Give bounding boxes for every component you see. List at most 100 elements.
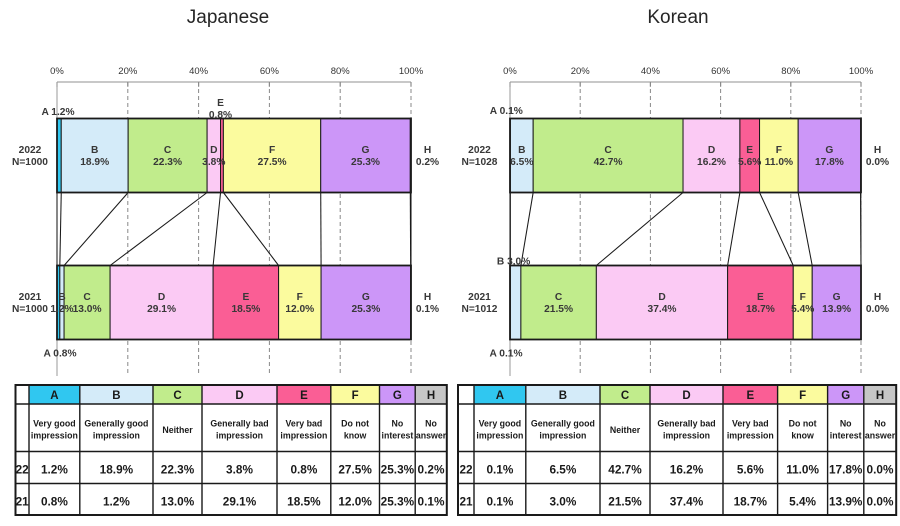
svg-text:22.3%: 22.3% xyxy=(161,463,195,477)
svg-text:B 3.0%: B 3.0% xyxy=(497,257,530,268)
svg-text:H: H xyxy=(874,145,881,156)
svg-text:E: E xyxy=(746,390,754,402)
svg-text:H: H xyxy=(874,292,881,303)
svg-text:impression: impression xyxy=(727,431,774,441)
svg-text:42.7%: 42.7% xyxy=(594,157,623,168)
svg-text:B: B xyxy=(58,292,65,303)
svg-text:Very bad: Very bad xyxy=(732,419,769,429)
svg-text:29.1%: 29.1% xyxy=(223,495,257,509)
svg-text:13.0%: 13.0% xyxy=(161,495,195,509)
svg-text:F: F xyxy=(800,292,806,303)
svg-text:0.8%: 0.8% xyxy=(41,495,68,509)
svg-text:0%: 0% xyxy=(50,66,64,77)
svg-text:N=1012: N=1012 xyxy=(462,304,498,315)
svg-text:F: F xyxy=(297,292,303,303)
svg-text:impression: impression xyxy=(663,431,710,441)
svg-text:100%: 100% xyxy=(399,66,424,77)
svg-text:Generally bad: Generally bad xyxy=(657,419,715,429)
svg-text:0.1%: 0.1% xyxy=(418,495,445,509)
svg-text:Very bad: Very bad xyxy=(286,419,323,429)
svg-text:0.8%: 0.8% xyxy=(209,110,232,121)
svg-text:5.4%: 5.4% xyxy=(789,495,816,509)
svg-text:18.5%: 18.5% xyxy=(231,304,260,315)
svg-text:impression: impression xyxy=(280,431,327,441)
svg-text:D: D xyxy=(210,145,217,156)
svg-text:2021: 2021 xyxy=(468,292,491,303)
svg-text:1.2%: 1.2% xyxy=(50,304,73,315)
svg-text:A 0.8%: A 0.8% xyxy=(43,349,76,360)
svg-text:0.2%: 0.2% xyxy=(416,157,439,168)
svg-text:N=1028: N=1028 xyxy=(462,157,498,168)
svg-text:37.4%: 37.4% xyxy=(648,304,677,315)
svg-text:C: C xyxy=(83,292,91,303)
svg-text:Generally good: Generally good xyxy=(84,419,148,429)
svg-text:20%: 20% xyxy=(118,66,138,77)
svg-text:40%: 40% xyxy=(641,66,661,77)
svg-text:40%: 40% xyxy=(189,66,209,77)
svg-text:G: G xyxy=(825,145,833,156)
svg-text:5.4%: 5.4% xyxy=(791,304,814,315)
svg-text:C: C xyxy=(621,390,629,402)
svg-text:Japanese: Japanese xyxy=(187,7,269,28)
svg-text:0.1%: 0.1% xyxy=(416,304,439,315)
svg-text:Neither: Neither xyxy=(162,425,193,435)
svg-text:D: D xyxy=(158,292,165,303)
svg-text:25.3%: 25.3% xyxy=(351,304,380,315)
svg-text:C: C xyxy=(164,145,172,156)
svg-text:16.2%: 16.2% xyxy=(697,157,726,168)
svg-text:3.8%: 3.8% xyxy=(226,463,253,477)
svg-text:12.0%: 12.0% xyxy=(285,304,314,315)
svg-text:12.0%: 12.0% xyxy=(338,495,372,509)
svg-text:interest: interest xyxy=(830,431,862,441)
svg-text:F: F xyxy=(776,145,782,156)
svg-text:Do not: Do not xyxy=(341,419,369,429)
svg-text:G: G xyxy=(841,390,850,402)
svg-text:27.5%: 27.5% xyxy=(258,157,287,168)
svg-text:0.8%: 0.8% xyxy=(290,463,317,477)
svg-text:E: E xyxy=(217,98,224,109)
svg-text:D: D xyxy=(682,390,690,402)
svg-text:impression: impression xyxy=(539,431,586,441)
svg-text:3.0%: 3.0% xyxy=(549,495,576,509)
svg-text:A 0.1%: A 0.1% xyxy=(489,349,522,360)
svg-text:F: F xyxy=(269,145,275,156)
svg-text:H: H xyxy=(424,145,431,156)
svg-text:E: E xyxy=(300,390,308,402)
svg-text:29.1%: 29.1% xyxy=(147,304,176,315)
svg-text:25.3%: 25.3% xyxy=(381,495,415,509)
svg-text:21.5%: 21.5% xyxy=(544,304,573,315)
svg-text:3.8%: 3.8% xyxy=(202,157,225,168)
svg-text:13.0%: 13.0% xyxy=(73,304,102,315)
svg-text:18.7%: 18.7% xyxy=(734,495,768,509)
svg-text:6.5%: 6.5% xyxy=(549,463,576,477)
svg-text:0.0%: 0.0% xyxy=(866,157,889,168)
svg-text:H: H xyxy=(876,390,884,402)
svg-text:D: D xyxy=(658,292,665,303)
svg-text:Generally bad: Generally bad xyxy=(210,419,268,429)
svg-text:18.9%: 18.9% xyxy=(100,463,134,477)
svg-text:answer: answer xyxy=(416,431,447,441)
svg-text:Very good: Very good xyxy=(479,419,522,429)
svg-text:N=1000: N=1000 xyxy=(12,157,48,168)
svg-text:22: 22 xyxy=(16,463,30,477)
svg-text:G: G xyxy=(362,292,370,303)
svg-text:21.5%: 21.5% xyxy=(608,495,642,509)
svg-text:know: know xyxy=(791,431,814,441)
svg-text:80%: 80% xyxy=(781,66,801,77)
svg-text:80%: 80% xyxy=(331,66,351,77)
svg-text:27.5%: 27.5% xyxy=(338,463,372,477)
svg-text:E: E xyxy=(746,145,753,156)
svg-text:1.2%: 1.2% xyxy=(103,495,130,509)
svg-text:13.9%: 13.9% xyxy=(822,304,851,315)
svg-text:G: G xyxy=(393,390,402,402)
svg-text:F: F xyxy=(352,390,359,402)
svg-text:N=1000: N=1000 xyxy=(12,304,48,315)
svg-text:No: No xyxy=(392,419,404,429)
svg-text:No: No xyxy=(874,419,886,429)
svg-text:2021: 2021 xyxy=(19,292,42,303)
svg-text:D: D xyxy=(708,145,715,156)
svg-text:G: G xyxy=(362,145,370,156)
svg-text:42.7%: 42.7% xyxy=(608,463,642,477)
svg-text:impression: impression xyxy=(216,431,263,441)
svg-text:5.6%: 5.6% xyxy=(738,157,761,168)
